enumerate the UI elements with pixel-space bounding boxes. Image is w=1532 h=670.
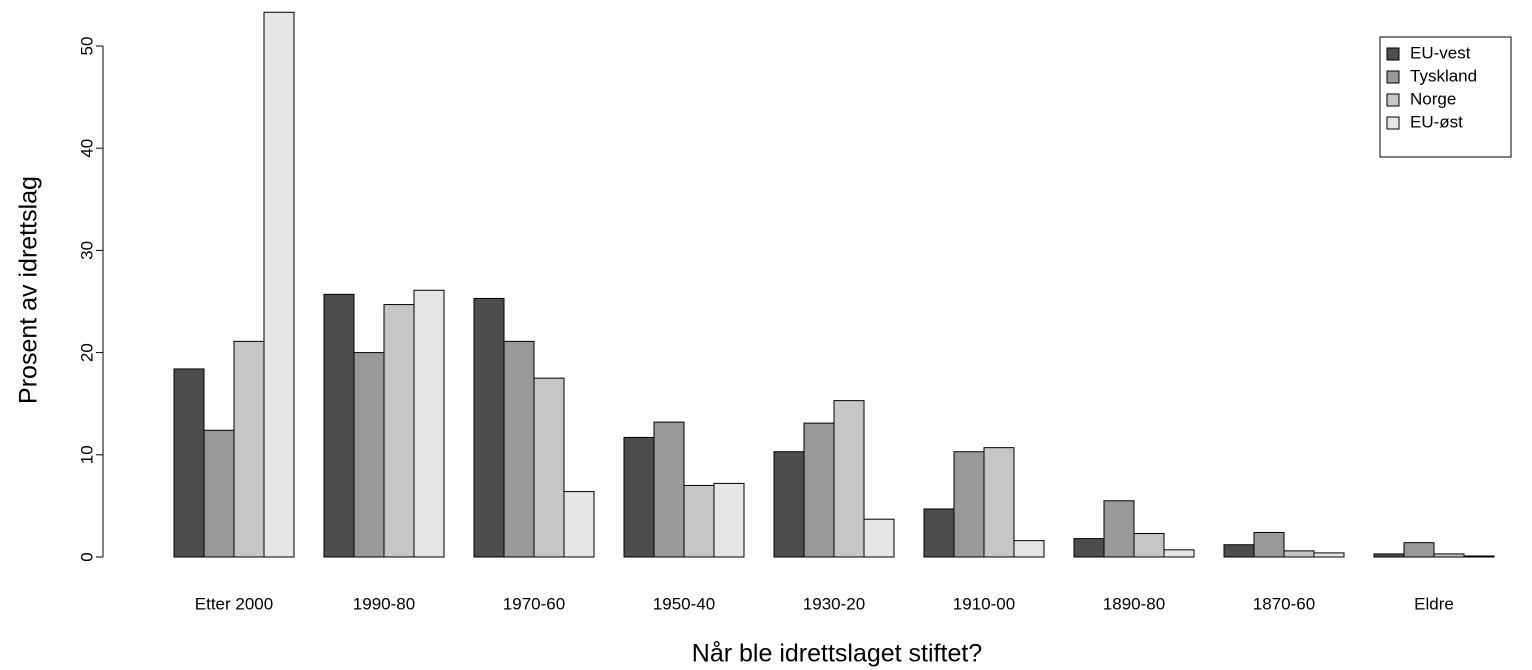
bar: [1073, 538, 1105, 558]
bar: [1403, 542, 1435, 558]
bar: [683, 484, 715, 558]
x-axis-label: Når ble idrettslaget stiftet?: [692, 640, 982, 668]
legend-label: EU-vest: [1410, 43, 1471, 62]
y-axis-label: Prosent av idrettslag: [15, 176, 43, 404]
y-tick-label: 40: [77, 139, 96, 158]
legend-swatch: [1386, 93, 1400, 107]
bar: [1463, 555, 1495, 558]
bar: [983, 447, 1015, 558]
bar: [833, 400, 865, 558]
y-tick-label: 10: [77, 445, 96, 464]
bar: [1433, 553, 1465, 558]
bar: [563, 491, 595, 558]
bar: [233, 340, 265, 558]
bar: [203, 429, 235, 558]
bar: [473, 297, 505, 558]
legend-label: EU-øst: [1410, 112, 1463, 131]
x-tick-label: 1990-80: [353, 594, 415, 613]
bar: [263, 11, 295, 558]
legend-label: Tyskland: [1410, 66, 1477, 85]
bar: [863, 518, 895, 558]
bar: [323, 293, 355, 558]
bar: [653, 421, 685, 558]
bar: [1133, 532, 1165, 558]
bar: [1253, 531, 1285, 558]
bar: [803, 422, 835, 558]
y-tick-label: 50: [77, 37, 96, 56]
legend-swatch: [1386, 70, 1400, 84]
bar: [923, 508, 955, 558]
bar: [353, 352, 385, 558]
x-tick-label: 1870-60: [1253, 594, 1315, 613]
x-tick-label: Etter 2000: [195, 594, 273, 613]
bar: [1163, 549, 1195, 558]
x-tick-label: 1930-20: [803, 594, 865, 613]
legend-swatch: [1386, 116, 1400, 130]
x-tick-label: 1950-40: [653, 594, 715, 613]
legend-label: Norge: [1410, 89, 1456, 108]
bar: [1103, 500, 1135, 558]
x-tick-label: 1890-80: [1103, 594, 1165, 613]
legend-box: [1379, 36, 1512, 158]
bar: [503, 340, 535, 558]
y-tick-label: 20: [77, 343, 96, 362]
bar: [533, 377, 565, 558]
bar: [1373, 553, 1405, 558]
bar: [383, 304, 415, 558]
x-tick-label: 1910-00: [953, 594, 1015, 613]
bar: [713, 482, 745, 558]
x-tick-label: 1970-60: [503, 594, 565, 613]
bar: [1223, 544, 1255, 558]
bar: [953, 451, 985, 558]
y-tick-label: 30: [77, 241, 96, 260]
bar: [773, 451, 805, 558]
bar: [1013, 540, 1045, 558]
legend-swatch: [1386, 47, 1400, 61]
bar: [623, 436, 655, 558]
bar: [173, 368, 205, 558]
x-tick-label: Eldre: [1414, 594, 1454, 613]
bar: [1313, 552, 1345, 558]
y-tick-label: 0: [77, 552, 96, 561]
bar: [413, 289, 445, 558]
bar: [1283, 550, 1315, 558]
